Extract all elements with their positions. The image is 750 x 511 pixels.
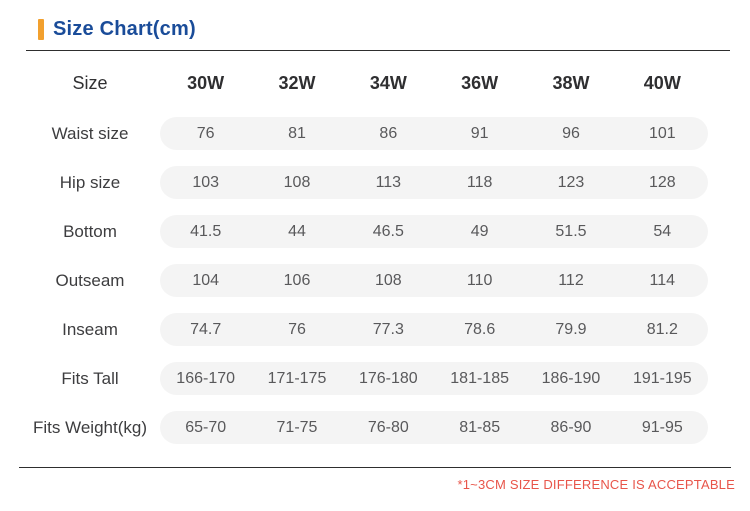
- table-header-row: Size 30W 32W 34W 36W 38W 40W: [20, 58, 708, 109]
- row-label: Fits Tall: [61, 368, 119, 388]
- title-accent-bar-icon: [38, 19, 44, 40]
- table-cell: 166-170: [176, 369, 236, 387]
- table-row-fits-weight: Fits Weight(kg) 65-70 71-75 76-80 81-85 …: [20, 403, 708, 452]
- row-label: Hip size: [59, 172, 121, 192]
- column-header-38w: 38W: [552, 73, 590, 93]
- row-values-pill: 76 81 86 91 96 101: [160, 117, 708, 150]
- table-row-waist: Waist size 76 81 86 91 96 101: [20, 109, 708, 158]
- table-cell: 108: [283, 173, 311, 191]
- row-label: Fits Weight(kg): [33, 417, 147, 437]
- row-label: Inseam: [62, 319, 118, 339]
- table-cell: 128: [648, 173, 676, 191]
- table-cell: 76: [196, 124, 215, 142]
- table-cell: 96: [562, 124, 580, 142]
- table-cell: 91-95: [641, 418, 683, 436]
- table-cell: 110: [466, 271, 493, 289]
- page-title: Size Chart(cm): [53, 18, 196, 40]
- column-header-34w: 34W: [369, 73, 407, 93]
- row-label: Bottom: [63, 221, 117, 241]
- table-cell: 86-90: [550, 418, 592, 436]
- table-cell: 41.5: [190, 222, 222, 240]
- table-cell: 81-85: [459, 418, 501, 436]
- table-cell: 78.6: [464, 320, 496, 338]
- table-row-outseam: Outseam 104 106 108 110 112 114: [20, 256, 708, 305]
- table-cell: 103: [192, 173, 220, 191]
- table-cell: 118: [466, 173, 493, 191]
- table-cell: 46.5: [372, 222, 404, 240]
- table-cell: 191-195: [632, 369, 692, 387]
- table-cell: 104: [192, 271, 220, 289]
- row-values-pill: 166-170 171-175 176-180 181-185 186-190 …: [160, 362, 708, 395]
- table-row-bottom: Bottom 41.5 44 46.5 49 51.5 54: [20, 207, 708, 256]
- table-cell: 81: [288, 124, 306, 142]
- table-cell: 81.2: [646, 320, 678, 338]
- top-divider: [26, 50, 730, 51]
- table-row-inseam: Inseam 74.7 76 77.3 78.6 79.9 81.2: [20, 305, 708, 354]
- table-cell: 51.5: [555, 222, 587, 240]
- table-cell: 176-180: [358, 369, 418, 387]
- header-values: 30W 32W 34W 36W 38W 40W: [160, 67, 708, 100]
- table-cell: 76: [288, 320, 306, 338]
- table-cell: 76-80: [367, 418, 409, 436]
- row-values-pill: 65-70 71-75 76-80 81-85 86-90 91-95: [160, 411, 708, 444]
- table-cell: 44: [288, 222, 306, 240]
- table-cell: 91: [470, 124, 489, 142]
- table-cell: 54: [653, 222, 672, 240]
- table-cell: 114: [649, 271, 676, 289]
- table-cell: 113: [375, 173, 402, 191]
- table-row-fits-tall: Fits Tall 166-170 171-175 176-180 181-18…: [20, 354, 708, 403]
- table-cell: 79.9: [555, 320, 587, 338]
- row-values-pill: 103 108 113 118 123 128: [160, 166, 708, 199]
- disclaimer-note: *1~3CM SIZE DIFFERENCE IS ACCEPTABLE: [457, 477, 735, 492]
- table-cell: 106: [283, 271, 311, 289]
- table-row-hip: Hip size 103 108 113 118 123 128: [20, 158, 708, 207]
- table-cell: 123: [557, 173, 585, 191]
- row-values-pill: 41.5 44 46.5 49 51.5 54: [160, 215, 708, 248]
- table-cell: 108: [374, 271, 402, 289]
- row-values-pill: 74.7 76 77.3 78.6 79.9 81.2: [160, 313, 708, 346]
- table-cell: 86: [379, 124, 398, 142]
- table-cell: 65-70: [185, 418, 227, 436]
- table-cell: 74.7: [190, 320, 222, 338]
- size-table: Size 30W 32W 34W 36W 38W 40W Waist size …: [20, 58, 708, 452]
- column-header-40w: 40W: [643, 73, 681, 93]
- column-header-36w: 36W: [461, 73, 499, 93]
- table-cell: 49: [470, 222, 489, 240]
- column-header-32w: 32W: [278, 73, 316, 93]
- column-header-30w: 30W: [187, 73, 225, 93]
- table-cell: 112: [558, 271, 584, 289]
- table-cell: 171-175: [267, 369, 327, 387]
- table-cell: 71-75: [276, 418, 318, 436]
- row-label: Outseam: [55, 270, 125, 290]
- row-label: Waist size: [51, 123, 129, 143]
- section-header: Size Chart(cm): [0, 0, 750, 42]
- table-cell: 186-190: [541, 369, 601, 387]
- size-column-label: Size: [72, 73, 108, 93]
- row-values-pill: 104 106 108 110 112 114: [160, 264, 708, 297]
- table-cell: 181-185: [450, 369, 509, 387]
- bottom-divider: [19, 467, 731, 468]
- table-cell: 101: [648, 124, 676, 142]
- table-cell: 77.3: [372, 320, 404, 338]
